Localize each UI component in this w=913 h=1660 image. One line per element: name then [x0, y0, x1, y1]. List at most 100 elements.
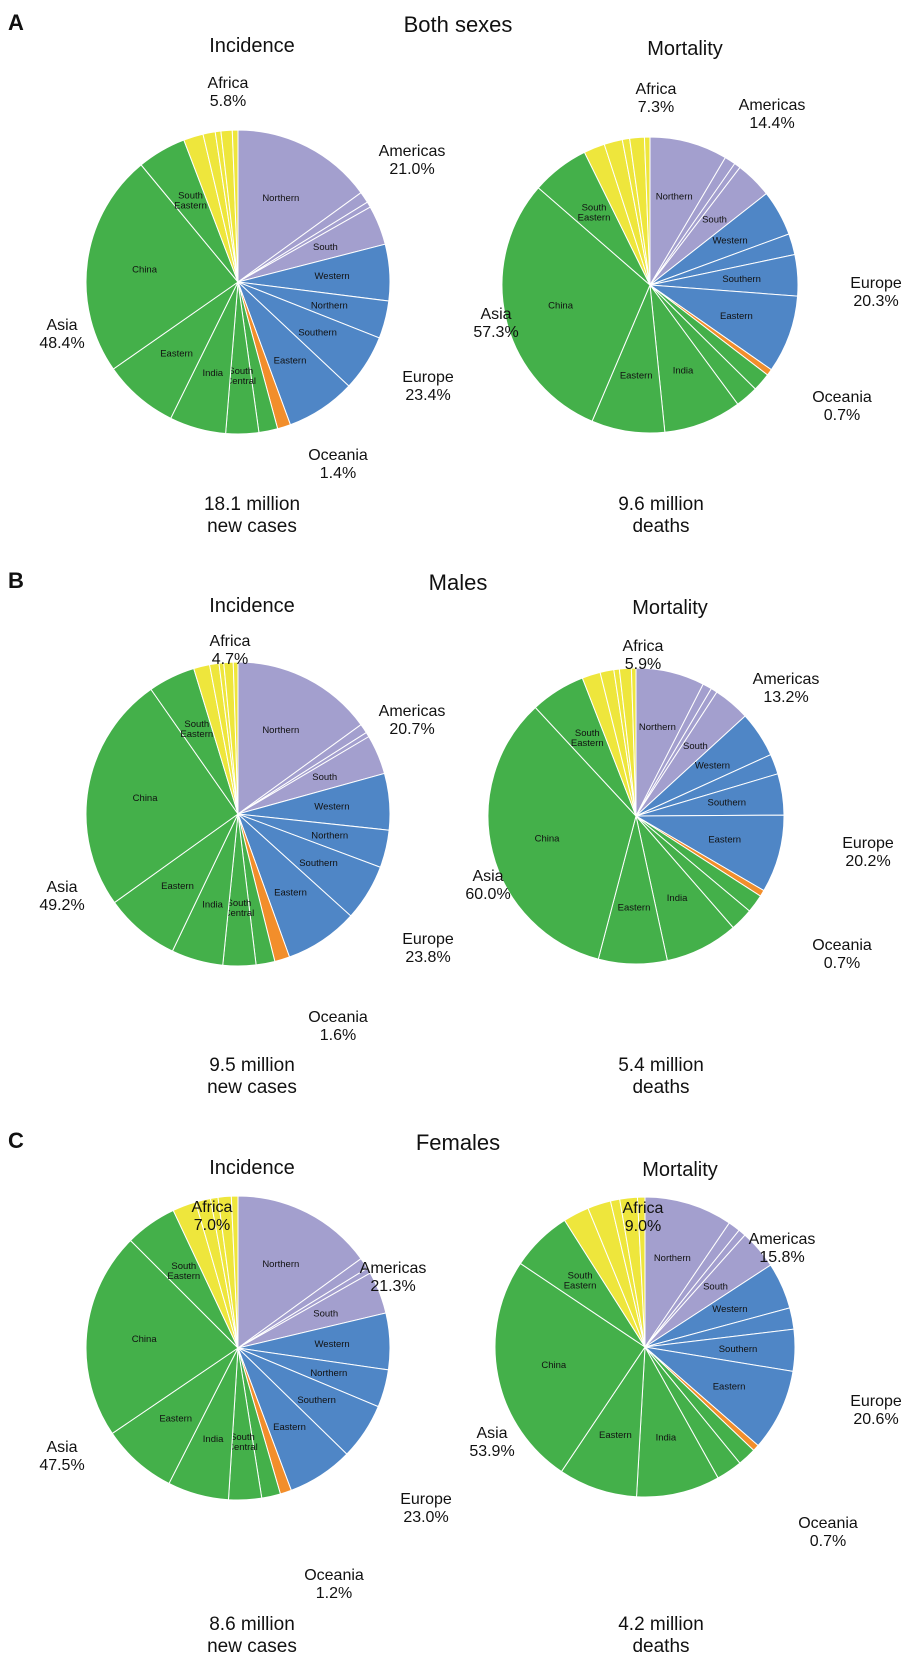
sub-label-southern: Southern: [297, 1395, 336, 1406]
sub-label-china: China: [132, 1334, 158, 1345]
sub-label-western: Western: [314, 801, 349, 812]
sub-label-south-central: South Central: [227, 1432, 258, 1453]
label-americas: Americas: [749, 1231, 816, 1248]
label-africa: Africa: [208, 75, 249, 92]
total-line2: new cases: [207, 1636, 297, 1657]
label-oceania: Oceania: [304, 1567, 364, 1584]
label-africa-percent: 9.0%: [625, 1218, 661, 1235]
sub-label-south-eastern: South Eastern: [571, 728, 604, 749]
label-asia-percent: 49.2%: [39, 897, 84, 914]
label-africa: Africa: [623, 638, 664, 655]
sub-label-northern: Northern: [262, 193, 299, 204]
label-oceania: Oceania: [308, 1009, 368, 1026]
chart-title-mortality-females: Mortality: [642, 1159, 718, 1181]
sub-label-south: South: [312, 772, 337, 783]
chart-title-incidence-females: Incidence: [209, 1157, 295, 1179]
slice-americas-northern: [237, 661, 362, 815]
label-asia: Asia: [46, 1439, 77, 1456]
label-americas-percent: 21.0%: [389, 161, 434, 178]
label-oceania-percent: 0.7%: [810, 1533, 846, 1550]
total-line1: 18.1 million: [204, 494, 300, 515]
sub-label-southern: Southern: [708, 798, 747, 809]
label-asia-percent: 53.9%: [469, 1443, 514, 1460]
pie-incidence-females: Northern South Western Northern Southern East…: [85, 1195, 391, 1501]
sub-label-eastern: Eastern: [599, 1430, 632, 1441]
total-line1: 9.6 million: [618, 494, 704, 515]
sub-label-south-central: South Central: [225, 366, 256, 387]
sub-label-northern: Northern: [639, 722, 676, 733]
slice-asia-china: [494, 1262, 646, 1473]
slice-europe-eastern: [643, 1346, 794, 1447]
row-males: B Males Incidence Mortality Northern Sout…: [8, 568, 894, 1098]
label-americas: Americas: [739, 97, 806, 114]
sub-label-western: Western: [712, 1304, 747, 1315]
sub-label-south-eastern: South Eastern: [167, 1261, 200, 1282]
chart-title-incidence-both: Incidence: [209, 35, 295, 57]
sub-label-southern: Southern: [719, 1344, 758, 1355]
sub-label-south-eastern: South Eastern: [578, 202, 611, 223]
label-asia: Asia: [472, 868, 503, 885]
sub-label-china: China: [541, 1360, 567, 1371]
sub-label-india: India: [202, 368, 223, 379]
slice-africa-southern: [643, 136, 651, 286]
label-europe-percent: 23.8%: [405, 949, 450, 966]
sub-label-south-eastern: South Eastern: [174, 191, 207, 212]
label-asia-percent: 57.3%: [473, 324, 518, 341]
row-females: C Females Incidence Mortality Northern So…: [8, 1128, 902, 1657]
label-americas-percent: 21.3%: [370, 1278, 415, 1295]
label-oceania: Oceania: [798, 1515, 858, 1532]
sub-label-eastern: Eastern: [273, 1422, 306, 1433]
label-africa-percent: 5.8%: [210, 93, 246, 110]
label-americas: Americas: [379, 703, 446, 720]
sub-label-eastern: Eastern: [708, 835, 741, 846]
slice-africa-southern: [232, 661, 239, 815]
total-line2: deaths: [632, 516, 689, 537]
pie-incidence-both: Northern South Western Northern Southern East…: [85, 129, 391, 435]
slice-asia-india: [635, 1345, 719, 1498]
sub-label-eastern: Eastern: [159, 1414, 192, 1425]
sub-label-northern: Northern: [311, 831, 348, 842]
label-europe-percent: 23.0%: [403, 1509, 448, 1526]
row-title-females: Females: [416, 1130, 500, 1155]
slice-asia-china: [487, 706, 637, 960]
total-line1: 9.5 million: [209, 1055, 295, 1076]
label-oceania-percent: 1.2%: [316, 1585, 352, 1602]
label-europe: Europe: [842, 835, 894, 852]
sub-label-south: South: [702, 215, 727, 226]
sub-label-western: Western: [712, 235, 747, 246]
sub-label-china: China: [132, 264, 158, 275]
sub-label-western: Western: [314, 1339, 349, 1350]
label-asia-percent: 48.4%: [39, 335, 84, 352]
sub-label-eastern: Eastern: [161, 881, 194, 892]
sub-label-eastern: Eastern: [274, 887, 307, 898]
sub-label-eastern: Eastern: [720, 311, 753, 322]
pie-incidence-males: Northern South Western Northern Southern East…: [85, 661, 391, 967]
chart-title-mortality-both: Mortality: [647, 38, 723, 60]
sub-label-south-central: South Central: [224, 898, 255, 919]
total-line1: 8.6 million: [209, 1614, 295, 1635]
label-asia: Asia: [46, 879, 77, 896]
total-line2: new cases: [207, 516, 297, 537]
sub-label-eastern: Eastern: [274, 356, 307, 367]
label-europe-percent: 23.4%: [405, 387, 450, 404]
label-oceania-percent: 1.4%: [320, 465, 356, 482]
label-oceania-percent: 0.7%: [824, 407, 860, 424]
slice-africa-southern: [230, 1195, 239, 1349]
slice-americas-northern: [237, 129, 362, 283]
sub-label-western: Western: [695, 760, 730, 771]
sub-label-northern: Northern: [262, 725, 299, 736]
row-title-males: Males: [429, 570, 488, 595]
label-africa-percent: 5.9%: [625, 656, 661, 673]
sub-label-southern: Southern: [299, 858, 338, 869]
label-asia: Asia: [46, 317, 77, 334]
sub-label-western: Western: [314, 271, 349, 282]
label-africa-percent: 4.7%: [212, 651, 248, 668]
pie-mortality-females: Northern South Western Southern Eastern India…: [494, 1196, 796, 1498]
label-asia-percent: 47.5%: [39, 1457, 84, 1474]
chart-title-incidence-males: Incidence: [209, 595, 295, 617]
slice-asia-china: [85, 1239, 239, 1435]
sub-label-india: India: [656, 1433, 677, 1444]
sub-label-northern: Northern: [654, 1253, 691, 1264]
total-line1: 4.2 million: [618, 1614, 704, 1635]
label-africa: Africa: [210, 633, 251, 650]
